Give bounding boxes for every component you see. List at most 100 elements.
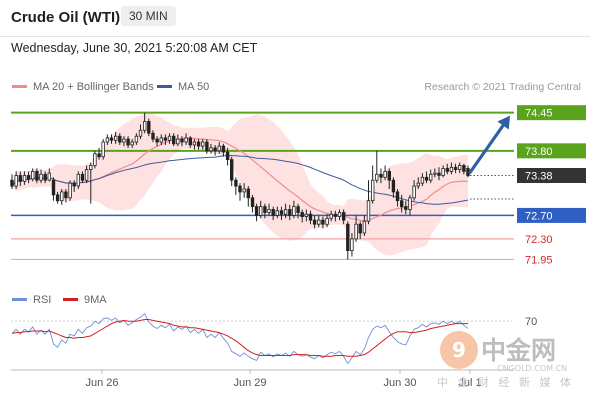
- candle-body: [51, 179, 56, 196]
- candle-body: [14, 175, 18, 187]
- candle-body: [196, 141, 201, 147]
- level-tag-74.45: [517, 105, 586, 121]
- candle-body: [18, 175, 22, 182]
- candle-body: [246, 188, 250, 199]
- candle-body: [209, 147, 213, 152]
- candle-body: [453, 166, 458, 171]
- candle-body: [341, 212, 346, 221]
- candle-body: [412, 185, 416, 199]
- candle-body: [362, 220, 367, 234]
- candle-body: [449, 166, 454, 172]
- legend-ma9: 9MA: [63, 294, 107, 306]
- candle-body: [72, 182, 76, 187]
- level-label-72.70: 72.70: [525, 210, 553, 222]
- candle-body: [122, 138, 126, 143]
- candle-body: [300, 212, 304, 217]
- timeframe-badge[interactable]: 30 MIN: [121, 6, 176, 26]
- candle-body: [109, 137, 114, 141]
- candle-body: [205, 141, 209, 152]
- candle-body: [89, 165, 93, 170]
- candle-body: [55, 194, 60, 202]
- candle-body: [292, 206, 296, 216]
- candle-body: [225, 151, 230, 160]
- candle-body: [188, 137, 192, 146]
- candle-body: [60, 191, 64, 202]
- candle-body: [97, 153, 101, 158]
- candle-body: [366, 200, 371, 222]
- forecast-arrow-shaft: [468, 123, 505, 175]
- candle-body: [337, 212, 342, 217]
- candle-body: [271, 209, 275, 216]
- level-tag-72.70: [517, 207, 586, 223]
- candle-body: [147, 121, 151, 134]
- candle-body: [317, 219, 321, 225]
- candle-body: [433, 172, 437, 175]
- candle-body: [399, 200, 404, 207]
- candle-body: [234, 179, 238, 187]
- rsi-line: [11, 313, 469, 365]
- candle-body: [428, 173, 433, 181]
- candle-body: [383, 170, 387, 178]
- candle-body: [457, 165, 462, 170]
- candle-body: [142, 121, 147, 131]
- candle-body: [176, 138, 180, 145]
- candle-body: [22, 175, 27, 182]
- ma9-swatch: [63, 297, 78, 301]
- candle-body: [283, 209, 288, 215]
- candle-body: [30, 170, 35, 180]
- candle-body: [325, 217, 329, 225]
- candle-body: [10, 179, 14, 187]
- candle-body: [93, 153, 97, 166]
- candle-body: [68, 182, 72, 199]
- candle-body: [354, 223, 358, 240]
- candle-body: [358, 223, 362, 234]
- candle-body: [26, 175, 31, 180]
- candle-body: [424, 176, 429, 181]
- candle-body: [416, 182, 420, 187]
- ma20-legend-label: MA 20 + Bollinger Bands: [33, 81, 154, 93]
- candle-body: [333, 213, 338, 217]
- rsi-swatch: [12, 297, 27, 301]
- legend-rsi: RSI: [12, 294, 51, 306]
- candle-body: [171, 135, 176, 145]
- candle-body: [395, 191, 400, 202]
- level-label-72.30: 72.30: [525, 234, 553, 246]
- watermark-glyph: 9: [452, 338, 466, 362]
- level-label-73.38: 73.38: [525, 170, 553, 182]
- candle-body: [296, 206, 300, 213]
- instrument-title: Crude Oil (WTI): [11, 9, 121, 26]
- watermark-circle: [440, 331, 478, 369]
- candle-body: [404, 206, 408, 210]
- forecast-arrow-head: [497, 115, 510, 130]
- ma20-swatch: [12, 84, 27, 88]
- chart-datetime: Wednesday, June 30, 2021 5:20:08 AM CET: [11, 41, 258, 55]
- candle-body: [76, 173, 80, 187]
- candle-body: [155, 138, 159, 143]
- ma9-legend-label: 9MA: [84, 294, 107, 306]
- rsi-level-label: 70: [525, 316, 537, 328]
- candle-body: [213, 147, 217, 152]
- bollinger-band-area: [12, 112, 468, 256]
- level-tag-73.38: [517, 167, 586, 183]
- candle-body: [346, 223, 350, 251]
- ma50-swatch: [157, 84, 172, 88]
- x-tick-label: Jun 26: [85, 377, 118, 389]
- candle-body: [221, 145, 226, 153]
- candle-body: [238, 185, 242, 193]
- level-label-74.45: 74.45: [525, 108, 553, 120]
- level-tag-73.80: [517, 143, 586, 159]
- candle-body: [370, 179, 375, 202]
- watermark: 9 中金网 CNGOLD.COM.CN 中 金 财 经 新 媒 体: [437, 328, 587, 395]
- candle-body: [84, 169, 89, 181]
- candle-body: [254, 206, 259, 216]
- watermark-logo: 9 中金网 CNGOLD.COM.CN 中 金 财 经 新 媒 体: [437, 331, 571, 389]
- candle-body: [105, 137, 110, 143]
- legend-ma50: MA 50: [157, 81, 209, 93]
- candle-body: [408, 197, 412, 210]
- candle-body: [138, 129, 143, 137]
- candle-body: [288, 209, 292, 216]
- rsi-legend-label: RSI: [33, 294, 52, 306]
- candle-body: [43, 173, 47, 181]
- candle-body: [462, 165, 466, 172]
- candle-body: [445, 168, 449, 172]
